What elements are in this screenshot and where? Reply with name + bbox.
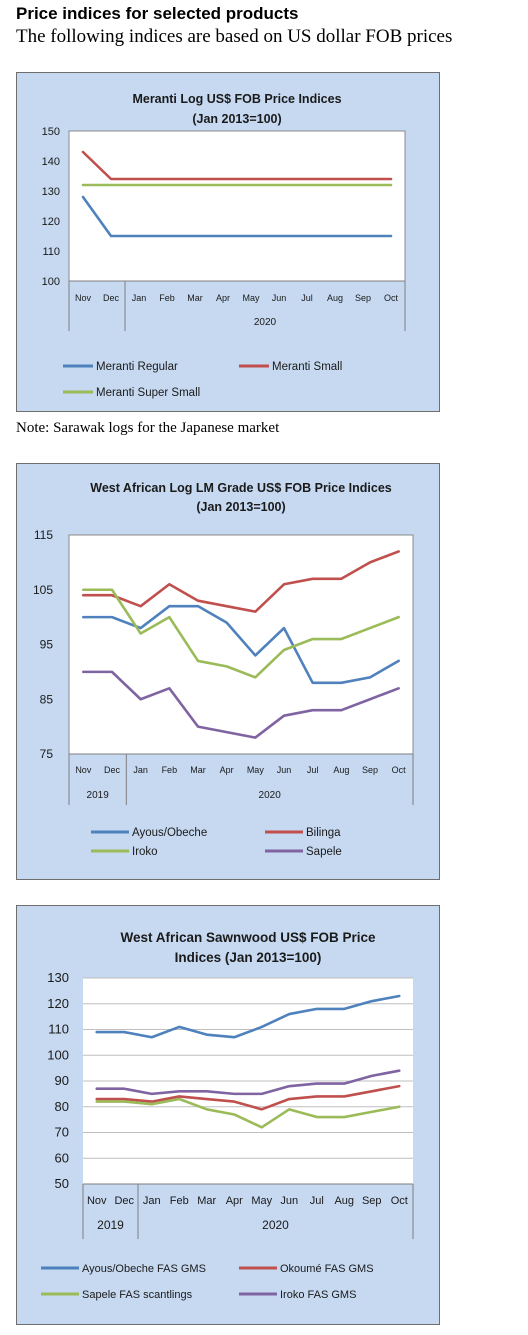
series-line-meranti-small — [81, 150, 393, 181]
x-tick-label: Apr — [216, 293, 230, 303]
page-heading: Price indices for selected products — [16, 4, 299, 23]
chart-note: Note: Sarawak logs for the Japanese mark… — [16, 420, 280, 436]
y-tick-label: 110 — [48, 1022, 69, 1037]
x-tick-label: Feb — [162, 765, 178, 775]
legend-label-meranti-super-small: Meranti Super Small — [96, 387, 200, 399]
meranti-chart: Meranti Log US$ FOB Price Indices (Jan 20… — [16, 72, 440, 412]
x-tick-label: Dec — [114, 1195, 134, 1207]
x-tick-label: Mar — [187, 293, 203, 303]
y-tick-label: 105 — [33, 583, 53, 597]
chart-title-line: (Jan 2013=100) — [196, 500, 285, 514]
legend-label-ayous-obeche: Ayous/Obeche — [132, 827, 207, 839]
x-tick-label: Jun — [277, 765, 292, 775]
x-tick-label: Jul — [301, 293, 313, 303]
chart-title-line: Meranti Log US$ FOB Price Indices — [132, 92, 341, 106]
series-line-iroko — [82, 588, 400, 679]
west-african-log-chart-svg: West African Log LM Grade US$ FOB Price … — [33, 481, 414, 858]
x-tick-label: Oct — [392, 765, 407, 775]
y-tick-label: 70 — [55, 1125, 69, 1140]
x-tick-label: Mar — [190, 765, 206, 775]
x-tick-label: May — [242, 293, 260, 303]
x-tick-label: Apr — [226, 1195, 243, 1207]
series-line-ayous-obeche-fas-gms — [95, 994, 401, 1039]
x-tick-label: Nov — [75, 293, 92, 303]
legend-label-iroko-fas-gms: Iroko FAS GMS — [280, 1289, 356, 1301]
x-tick-label: Apr — [220, 765, 234, 775]
x-tick-label: Jul — [307, 765, 319, 775]
y-tick-label: 75 — [40, 747, 54, 761]
series-line-meranti-regular — [81, 195, 393, 238]
x-tick-label: Jun — [280, 1195, 298, 1207]
x-tick-label: Jan — [133, 765, 148, 775]
year-label: 2020 — [254, 317, 277, 328]
legend-label-sapele-fas-scantlings: Sapele FAS scantlings — [82, 1289, 193, 1301]
x-tick-label: Jul — [310, 1195, 324, 1207]
y-tick-label: 110 — [42, 246, 60, 258]
legend-label-ayous-obeche-fas-gms: Ayous/Obeche FAS GMS — [82, 1263, 206, 1275]
y-tick-label: 85 — [40, 692, 54, 706]
y-tick-label: 140 — [42, 156, 60, 168]
y-tick-label: 120 — [47, 996, 69, 1011]
year-label: 2019 — [87, 790, 110, 801]
y-tick-label: 90 — [55, 1073, 69, 1088]
series-line-sapele — [82, 670, 400, 739]
y-tick-label: 50 — [55, 1176, 69, 1191]
series-line-iroko-fas-gms — [95, 1069, 401, 1096]
series-line-okoum-fas-gms — [95, 1084, 401, 1111]
y-tick-label: 120 — [42, 216, 60, 228]
x-tick-label: Jan — [132, 293, 147, 303]
legend-label-sapele: Sapele — [306, 846, 342, 858]
year-label: 2019 — [97, 1218, 124, 1232]
x-tick-label: Oct — [384, 293, 399, 303]
page-subheading: The following indices are based on US do… — [16, 26, 453, 47]
x-tick-label: Oct — [391, 1195, 408, 1207]
plot-area — [68, 130, 406, 282]
x-tick-label: Feb — [170, 1195, 189, 1207]
x-tick-label: Jan — [143, 1195, 161, 1207]
chart-title-line: West African Log LM Grade US$ FOB Price … — [90, 481, 392, 495]
legend-label-okoum-fas-gms: Okoumé FAS GMS — [280, 1263, 374, 1275]
y-tick-label: 60 — [55, 1150, 69, 1165]
y-tick-label: 100 — [47, 1047, 69, 1062]
x-tick-label: May — [247, 765, 265, 775]
legend-label-bilinga: Bilinga — [306, 827, 341, 839]
legend-label-iroko: Iroko — [132, 846, 158, 858]
x-tick-label: Dec — [104, 765, 121, 775]
meranti-chart-svg: Meranti Log US$ FOB Price Indices (Jan 20… — [42, 92, 406, 399]
x-tick-label: Aug — [327, 293, 343, 303]
y-tick-label: 130 — [42, 186, 60, 198]
legend-label-meranti-regular: Meranti Regular — [96, 361, 178, 373]
x-tick-label: Sep — [362, 1195, 382, 1207]
x-tick-label: Nov — [75, 765, 92, 775]
x-tick-label: Dec — [103, 293, 120, 303]
y-tick-label: 80 — [55, 1099, 69, 1114]
series-line-sapele-fas-scantlings — [95, 1097, 401, 1129]
west-african-log-chart: West African Log LM Grade US$ FOB Price … — [16, 463, 440, 880]
x-tick-label: Jun — [272, 293, 287, 303]
year-label: 2020 — [262, 1218, 289, 1232]
x-tick-label: Sep — [362, 765, 378, 775]
legend-label-meranti-small: Meranti Small — [272, 361, 342, 373]
y-tick-label: 100 — [42, 276, 60, 288]
west-african-sawnwood-chart-svg: West African Sawnwood US$ FOB Price Indic… — [41, 930, 414, 1301]
x-tick-label: May — [251, 1195, 272, 1207]
x-tick-label: Aug — [333, 765, 349, 775]
series-line-bilinga — [82, 550, 400, 613]
x-tick-label: Feb — [159, 293, 175, 303]
x-tick-label: Nov — [87, 1195, 107, 1207]
x-tick-label: Sep — [355, 293, 371, 303]
y-tick-label: 95 — [40, 638, 54, 652]
chart-title-line: (Jan 2013=100) — [192, 112, 281, 126]
y-tick-label: 150 — [42, 126, 60, 138]
x-tick-label: Mar — [197, 1195, 216, 1207]
west-african-sawnwood-chart: West African Sawnwood US$ FOB Price Indic… — [16, 905, 440, 1325]
year-label: 2020 — [259, 790, 282, 801]
chart-title-line: Indices (Jan 2013=100) — [175, 950, 322, 965]
x-tick-label: Aug — [334, 1195, 354, 1207]
y-tick-label: 130 — [47, 970, 69, 985]
chart-title-line: West African Sawnwood US$ FOB Price — [120, 930, 376, 945]
y-tick-label: 115 — [34, 528, 53, 542]
